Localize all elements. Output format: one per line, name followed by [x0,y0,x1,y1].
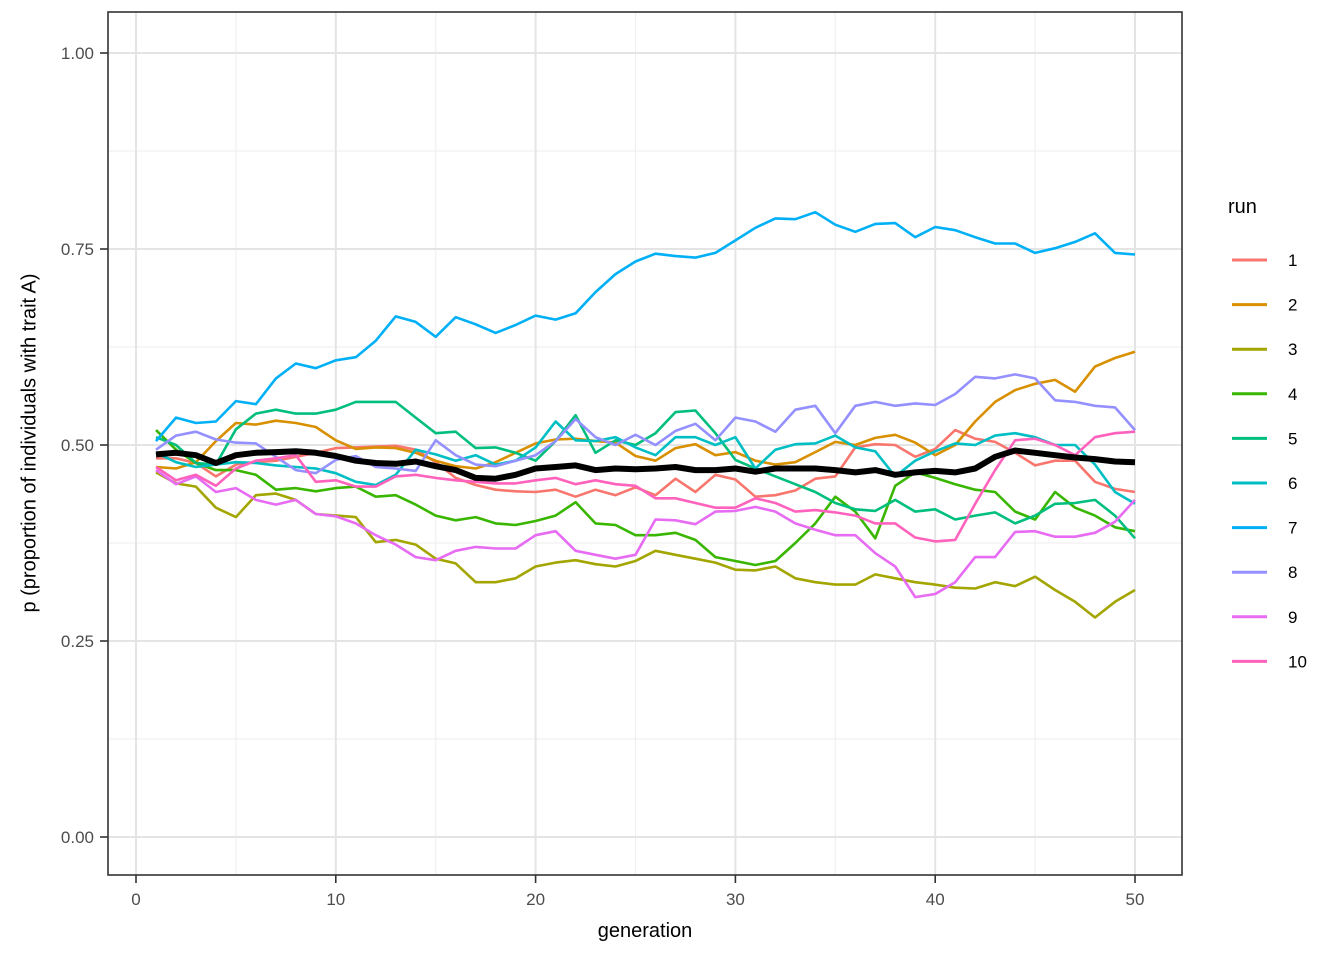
legend-label-run-8: 8 [1288,563,1297,582]
legend-label-run-10: 10 [1288,652,1307,671]
legend-label-run-7: 7 [1288,519,1297,538]
x-tick-label: 50 [1126,890,1145,909]
legend-label-run-5: 5 [1288,429,1297,448]
panel-background [108,12,1182,875]
legend-label-run-2: 2 [1288,296,1297,315]
x-tick-label: 20 [526,890,545,909]
legend-label-run-3: 3 [1288,340,1297,359]
line-run-7 [155,210,1136,442]
legend-label-run-9: 9 [1288,608,1297,627]
line-run-6 [155,420,1136,505]
line-run-9 [155,469,1136,599]
y-tick-label: 0.75 [61,240,94,259]
legend-label-run-1: 1 [1288,251,1297,270]
panel-border [107,11,1183,876]
line-run-10 [155,430,1136,543]
x-tick-label: 10 [326,890,345,909]
line-run-mean [155,447,1136,482]
legend-title: run [1228,196,1257,218]
legend-label-run-4: 4 [1288,385,1297,404]
line-run-8 [155,373,1136,475]
x-tick-label: 40 [926,890,945,909]
y-axis-title: p (proportion of individuals with trait … [18,273,41,613]
x-tick-label: 30 [726,890,745,909]
line-run-2 [155,350,1136,470]
x-axis-title: generation [597,920,693,942]
x-tick-label: 0 [131,890,140,909]
y-tick-label: 0.00 [61,828,94,847]
y-tick-label: 1.00 [61,44,94,63]
y-tick-label: 0.25 [61,632,94,651]
y-tick-label: 0.50 [61,436,94,455]
legend-label-run-6: 6 [1288,474,1297,493]
